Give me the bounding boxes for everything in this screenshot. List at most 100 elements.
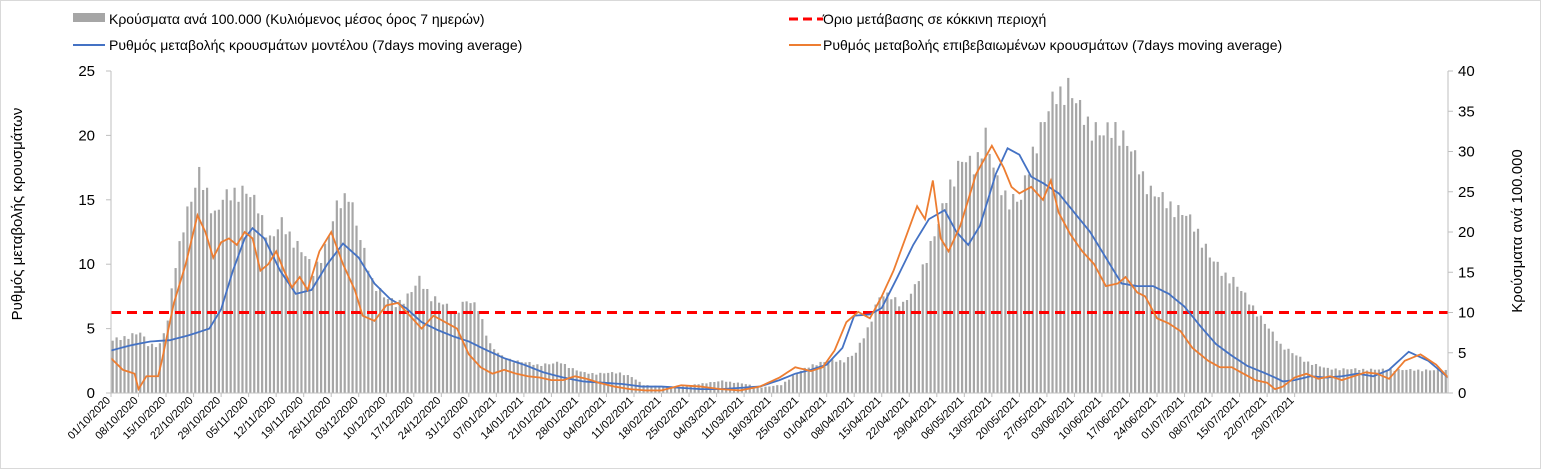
bar	[1310, 364, 1314, 393]
bar	[485, 335, 488, 393]
bar	[1051, 91, 1054, 394]
bar	[481, 319, 484, 393]
bar	[1409, 369, 1412, 393]
y-axis-left-label: Ρυθμός μεταβολής κρουσμάτων	[9, 108, 26, 321]
bar	[209, 213, 213, 393]
bar	[261, 215, 264, 393]
bar	[1149, 185, 1152, 393]
bar	[1075, 103, 1078, 393]
bar	[1393, 370, 1396, 393]
bar	[996, 175, 999, 393]
bar	[351, 202, 354, 393]
bar	[823, 362, 826, 393]
bar	[316, 261, 319, 393]
bar	[1267, 328, 1270, 393]
bar	[905, 300, 909, 393]
bar	[253, 194, 256, 393]
bar	[1232, 276, 1235, 393]
bar	[835, 361, 838, 393]
bar	[988, 153, 991, 393]
y-tick-left-label: 20	[78, 127, 95, 144]
bar	[760, 387, 763, 393]
bar	[882, 296, 885, 393]
bar	[1165, 208, 1168, 393]
bar	[638, 381, 641, 393]
bar	[343, 193, 346, 393]
bar	[725, 381, 728, 393]
bar	[178, 241, 181, 393]
bar	[933, 236, 936, 393]
bar	[1067, 77, 1070, 394]
bar	[504, 359, 508, 393]
bar	[953, 186, 956, 393]
bar	[375, 291, 378, 393]
bar	[795, 373, 799, 393]
bar	[1157, 197, 1160, 393]
bar	[312, 275, 315, 393]
bar	[559, 363, 563, 393]
bar	[1275, 340, 1278, 393]
bar	[681, 386, 684, 393]
bar	[363, 247, 366, 393]
y-tick-right-label: 0	[1458, 385, 1466, 402]
bar	[359, 240, 362, 393]
bar	[1401, 370, 1404, 393]
bar	[1440, 371, 1443, 393]
bar	[1358, 369, 1361, 393]
bar	[139, 332, 142, 394]
bar	[902, 301, 905, 393]
bar	[1027, 174, 1031, 393]
bar	[1436, 369, 1439, 393]
bar	[929, 240, 932, 393]
bar	[536, 364, 539, 393]
bar	[477, 311, 480, 393]
bar	[457, 312, 460, 393]
bar	[166, 320, 169, 393]
bar	[1004, 190, 1007, 393]
bar	[217, 209, 220, 393]
bar	[146, 346, 150, 393]
legend-label-model: Ρυθμός μεταβολής κρουσμάτων μοντέλου (7d…	[109, 37, 522, 53]
bar	[1185, 215, 1188, 393]
bar	[1271, 331, 1274, 393]
y-tick-right-label: 30	[1458, 144, 1475, 161]
bar	[894, 297, 897, 393]
bar	[1177, 205, 1180, 393]
y-tick-right-label: 10	[1458, 305, 1475, 322]
bar	[595, 374, 598, 393]
bar	[1389, 369, 1392, 393]
bar	[241, 185, 244, 393]
bar	[1204, 243, 1207, 393]
bar	[202, 189, 205, 393]
bar	[567, 368, 570, 393]
bar	[807, 367, 810, 393]
bar	[575, 370, 578, 393]
bar	[1035, 153, 1038, 393]
bar	[752, 385, 755, 393]
bar	[150, 343, 154, 393]
bar	[1417, 369, 1420, 393]
bar	[768, 386, 771, 393]
bar	[1240, 291, 1243, 393]
bar	[379, 287, 382, 393]
legend-label-confirmed: Ρυθμός μεταβολής επιβεβαιωμένων κρουσμάτ…	[823, 37, 1282, 53]
bar	[1122, 130, 1125, 393]
series-line-model	[110, 147, 1449, 391]
bar	[1425, 369, 1428, 393]
bar	[1019, 199, 1023, 393]
bar	[1086, 116, 1090, 393]
bar	[1366, 370, 1369, 393]
bar	[913, 284, 916, 393]
bar	[194, 187, 197, 393]
bar	[430, 301, 433, 393]
bar	[406, 293, 409, 393]
bar	[677, 386, 681, 393]
bar	[831, 359, 834, 393]
bar	[1432, 370, 1436, 393]
legend: Κρούσματα ανά 100.000 (Κυλιόμενος μέσος …	[73, 11, 1282, 53]
bar	[532, 364, 535, 393]
bar	[1134, 150, 1137, 393]
bar	[174, 268, 177, 393]
bar	[465, 301, 468, 393]
